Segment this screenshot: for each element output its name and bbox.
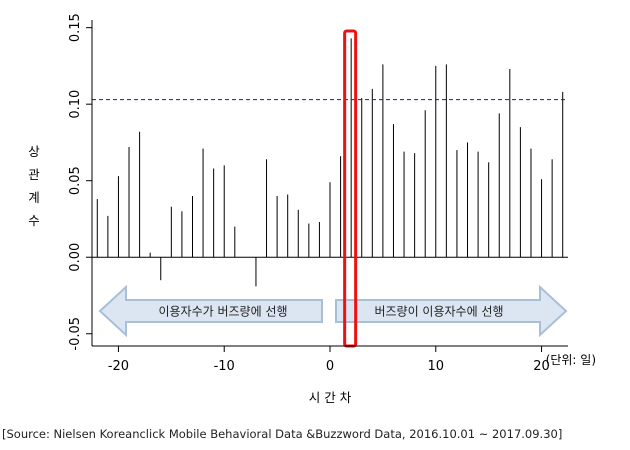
x-tick-label-2: 0 [326, 359, 334, 374]
y-axis-label-char-1: 관 [28, 167, 40, 182]
bars-group [96, 38, 564, 287]
arrow-left-label: 이용자수가 버즈량에 선행 [158, 304, 287, 319]
highlight-box [343, 29, 358, 348]
arrow-left [98, 284, 323, 338]
y-tick-label-1: 0.00 [68, 243, 83, 272]
y-axis-label-char-0: 상 [28, 144, 40, 159]
y-tick-label-2: 0.05 [68, 166, 83, 195]
x-tick-label-1: -10 [214, 359, 235, 374]
y-tick-label-0: -0.05 [68, 317, 83, 351]
y-axis-label-char-2: 계 [28, 190, 40, 205]
correlation-chart: 이용자수가 버즈량에 선행 버즈량이 이용자수에 선행 -0.05 0.00 0.05… [28, 13, 596, 405]
x-tick-label-3: 10 [428, 359, 445, 374]
axes-group [86, 20, 568, 352]
y-axis-label-char-3: 수 [28, 213, 40, 228]
y-tick-label-4: 0.15 [68, 13, 83, 42]
unit-note: (단위: 일) [546, 353, 596, 367]
x-tick-label-0: -20 [108, 359, 129, 374]
source-caption: [Source: Nielsen Koreanclick Mobile Beha… [2, 427, 563, 441]
arrow-layer: 이용자수가 버즈량에 선행 버즈량이 이용자수에 선행 [98, 284, 568, 338]
x-tick-label-4: 20 [533, 359, 550, 374]
y-tick-label-3: 0.10 [68, 90, 83, 119]
x-axis-label: 시 간 차 [309, 390, 352, 405]
arrow-right [335, 284, 568, 338]
arrow-right-label: 버즈량이 이용자수에 선행 [374, 304, 503, 319]
